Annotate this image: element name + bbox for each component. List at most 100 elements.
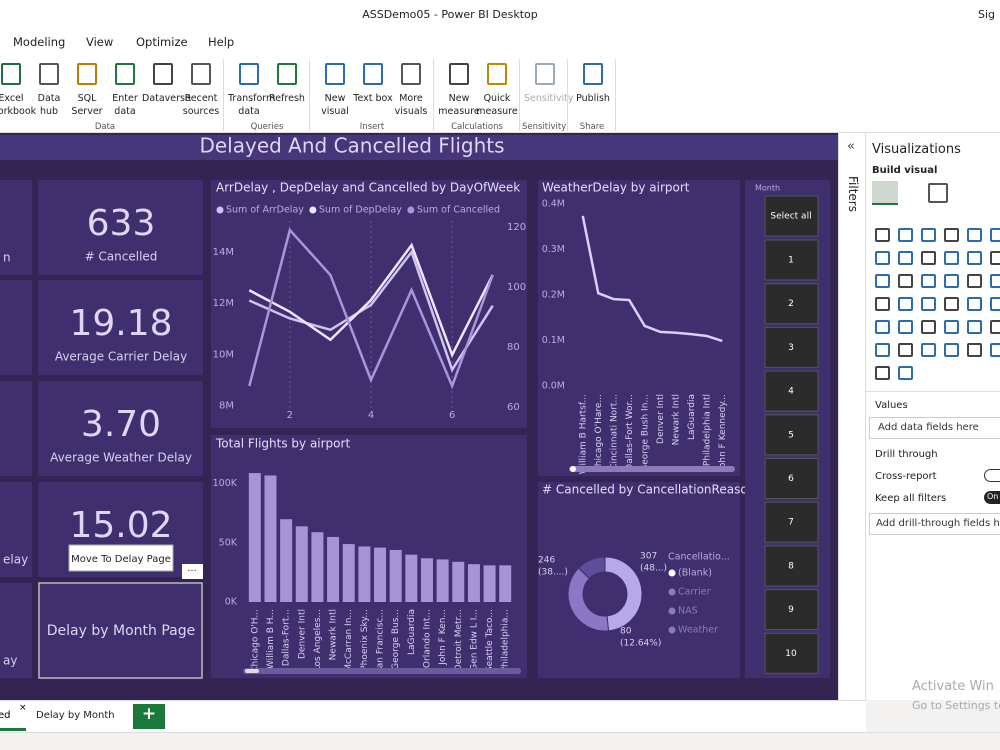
filters-pane[interactable]: « Filters — [838, 133, 866, 700]
slicer-button[interactable] — [764, 195, 819, 237]
ribbon-button[interactable]: Publish — [576, 93, 610, 104]
visual-icon[interactable] — [898, 343, 913, 357]
legend-label: Sum of ArrDelay — [226, 205, 304, 216]
menu-item[interactable]: Help — [208, 35, 235, 49]
ribbon-icon[interactable] — [535, 63, 555, 85]
visual-icon[interactable] — [967, 343, 982, 357]
visual-icon[interactable] — [990, 251, 1000, 265]
ribbon-icon[interactable] — [277, 63, 297, 85]
ribbon-icon[interactable] — [583, 63, 603, 85]
add-tab[interactable]: + — [133, 704, 165, 729]
visual-icon[interactable] — [921, 343, 936, 357]
page-tab[interactable]: Delay by Month — [36, 710, 115, 721]
ribbon-icon[interactable] — [39, 63, 59, 85]
ribbon-icon[interactable] — [487, 63, 507, 85]
visual-icon[interactable] — [944, 251, 959, 265]
card-value: 633 — [87, 203, 156, 244]
visual-icon[interactable] — [990, 274, 1000, 288]
visual-icon[interactable] — [898, 366, 913, 380]
drill-well[interactable]: Add drill-through fields here — [869, 513, 1000, 535]
visual-icon[interactable] — [875, 274, 890, 288]
visual-icon[interactable] — [990, 228, 1000, 242]
close-tab[interactable]: × — [19, 703, 27, 713]
visual-icon[interactable] — [944, 297, 959, 311]
visual-icon[interactable] — [898, 228, 913, 242]
visual-icon[interactable] — [898, 274, 913, 288]
visual-icon[interactable] — [875, 228, 890, 242]
slicer-button[interactable] — [764, 370, 819, 412]
visual-icon[interactable] — [967, 228, 982, 242]
visual-icon[interactable] — [875, 320, 890, 334]
ribbon-icon[interactable] — [449, 63, 469, 85]
slicer-button[interactable] — [764, 632, 819, 674]
visual-icon[interactable] — [921, 228, 936, 242]
menu-item[interactable]: View — [86, 35, 114, 49]
slicer-button[interactable] — [764, 239, 819, 281]
slicer-button[interactable] — [764, 458, 819, 499]
ribbon-button[interactable]: Quick measure — [476, 93, 518, 117]
ribbon-button[interactable]: Recent sources — [182, 93, 220, 117]
visual-icon[interactable] — [875, 251, 890, 265]
ribbon-button[interactable]: Excel workbook — [0, 93, 37, 117]
ribbon-button[interactable]: New visual — [321, 93, 349, 117]
slicer-button[interactable] — [764, 501, 819, 543]
ribbon-icon[interactable] — [77, 63, 97, 85]
bar — [280, 519, 293, 602]
ribbon-icon[interactable] — [115, 63, 135, 85]
collapse-icon[interactable]: « — [847, 139, 855, 154]
visual-icon[interactable] — [898, 297, 913, 311]
ribbon-icon[interactable] — [1, 63, 21, 85]
visual-icon[interactable] — [921, 320, 936, 334]
values-well[interactable]: Add data fields here — [869, 417, 1000, 439]
ribbon-button[interactable]: New measure — [438, 93, 480, 117]
build-icon[interactable] — [872, 181, 898, 205]
visual-icon[interactable] — [967, 320, 982, 334]
ribbon-icon[interactable] — [363, 63, 383, 85]
visual-icon[interactable] — [944, 228, 959, 242]
ribbon-icon[interactable] — [401, 63, 421, 85]
toggle[interactable] — [984, 469, 1000, 482]
ribbon-button[interactable]: SQL Server — [71, 93, 103, 117]
ribbon-button[interactable]: Dataverse — [142, 93, 191, 104]
ribbon-icon[interactable] — [191, 63, 211, 85]
visual-icon[interactable] — [967, 274, 982, 288]
user[interactable]: Sig — [978, 8, 996, 21]
visual-icon[interactable] — [944, 320, 959, 334]
ribbon-icon[interactable] — [153, 63, 173, 85]
page-tab[interactable]: ed — [0, 701, 26, 731]
ribbon-button[interactable]: Enter data — [112, 93, 138, 117]
visual-icon[interactable] — [967, 251, 982, 265]
ribbon-icon[interactable] — [325, 63, 345, 85]
visual-icon[interactable] — [875, 343, 890, 357]
visual-icon[interactable] — [898, 320, 913, 334]
visual-icon[interactable] — [898, 251, 913, 265]
slicer-button[interactable] — [764, 326, 819, 368]
toggle-on[interactable]: On — [984, 491, 1000, 504]
visual-icon[interactable] — [875, 366, 890, 380]
visual-icon[interactable] — [990, 320, 1000, 334]
nav-button[interactable] — [38, 582, 203, 679]
visual-icon[interactable] — [990, 297, 1000, 311]
ribbon-button[interactable]: Refresh — [269, 93, 305, 104]
visual-icon[interactable] — [944, 343, 959, 357]
ribbon-button[interactable]: Transform data — [228, 93, 276, 117]
slicer-button[interactable] — [764, 283, 819, 325]
menu-item[interactable]: Optimize — [136, 35, 188, 49]
slicer-button[interactable] — [764, 414, 819, 456]
visual-icon[interactable] — [990, 343, 1000, 357]
visual-icon[interactable] — [921, 251, 936, 265]
format-icon[interactable] — [928, 183, 948, 203]
visual-icon[interactable] — [921, 274, 936, 288]
ribbon-button[interactable]: Text box — [353, 93, 393, 104]
menu-item[interactable]: Modeling — [13, 35, 66, 49]
ribbon-icon[interactable] — [239, 63, 259, 85]
ribbon-button[interactable]: Sensitivity — [524, 93, 574, 104]
ribbon-button[interactable]: Data hub — [37, 93, 61, 117]
slicer-button[interactable] — [764, 589, 819, 631]
ribbon-button[interactable]: More visuals — [394, 93, 428, 117]
slicer-button[interactable] — [764, 545, 819, 587]
visual-icon[interactable] — [967, 297, 982, 311]
visual-icon[interactable] — [944, 274, 959, 288]
visual-icon[interactable] — [921, 297, 936, 311]
visual-icon[interactable] — [875, 297, 890, 311]
